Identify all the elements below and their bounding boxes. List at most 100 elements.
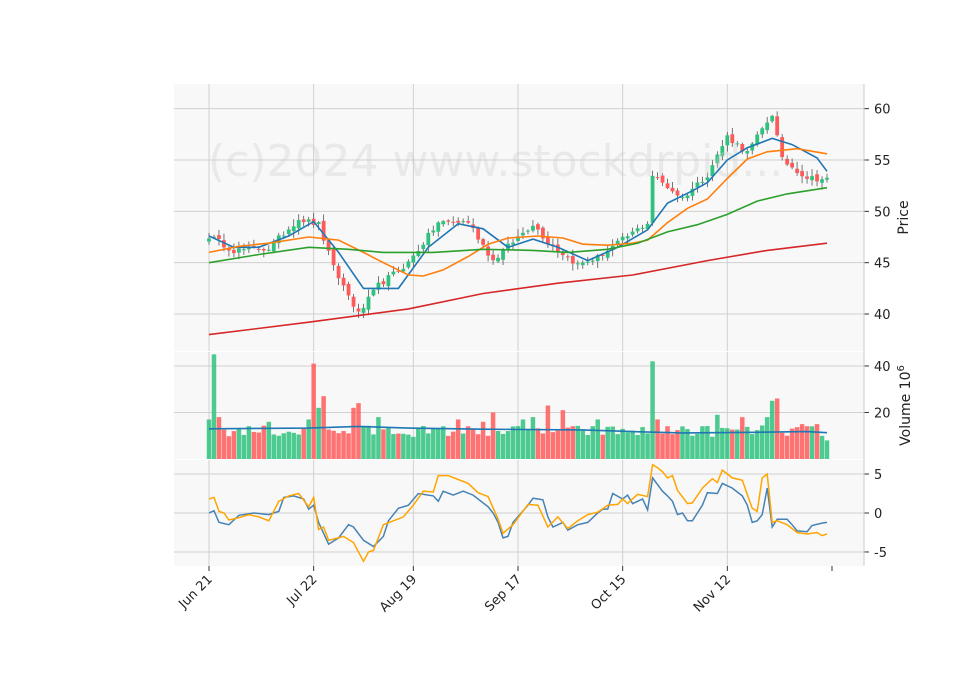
volume-bar	[809, 426, 815, 459]
candle-body	[790, 162, 795, 168]
volume-bar	[221, 429, 227, 459]
candle-body	[765, 122, 770, 131]
volume-bar	[336, 433, 341, 459]
candle-body	[446, 220, 451, 222]
candle-body	[426, 232, 431, 246]
oscillator-signal-line	[208, 463, 828, 563]
candle-body	[381, 281, 386, 285]
volume-bar	[326, 429, 331, 459]
volume-bar	[550, 432, 556, 459]
price-candles	[207, 111, 829, 319]
candle-body	[805, 176, 809, 179]
volume-bar	[705, 426, 710, 459]
volume-bar	[595, 419, 600, 459]
volume-bar	[316, 407, 321, 459]
volume-bar	[575, 425, 581, 459]
candle-body	[780, 137, 785, 158]
volume-bar	[356, 403, 361, 459]
volume-bar	[560, 410, 566, 459]
volume-bar	[485, 435, 491, 459]
candle-body	[476, 227, 481, 240]
volume-bar	[660, 433, 665, 459]
candle-body	[625, 236, 630, 239]
volume-bar	[371, 434, 376, 459]
y-tick-label: 40	[874, 360, 891, 375]
candle-body	[496, 257, 500, 262]
candle-body	[710, 165, 715, 177]
volume-bar	[465, 426, 471, 459]
candle-body	[715, 154, 720, 164]
volume-bar	[794, 427, 800, 459]
volume-bar	[715, 414, 720, 459]
candle-body	[217, 235, 221, 239]
volume-bar	[605, 426, 610, 459]
candle-body	[745, 151, 750, 154]
candle-body	[675, 190, 680, 196]
candle-body	[511, 242, 515, 245]
candle-body	[241, 249, 246, 251]
price-ma_mid-line	[208, 147, 828, 277]
volume-bar	[520, 419, 526, 459]
volume-bar	[824, 440, 830, 459]
volume-bar	[236, 428, 242, 459]
volume-bar	[416, 428, 421, 459]
y-tick-label: 50	[874, 205, 891, 220]
candle-body	[640, 227, 645, 229]
candle-body	[820, 179, 824, 183]
volume-bar	[450, 431, 456, 459]
chart-panels	[174, 84, 864, 566]
price-ma_short-line	[208, 137, 828, 290]
candle-body	[565, 256, 570, 258]
y-tick-label: 55	[874, 154, 891, 169]
volume-bar	[386, 427, 391, 459]
candle-body	[391, 271, 396, 275]
volume-bar	[735, 429, 740, 459]
candle-body	[785, 158, 790, 165]
volume-bar	[740, 417, 745, 459]
volume-bar	[535, 428, 541, 459]
volume-bar	[396, 433, 401, 459]
oscillator-macd-line	[208, 476, 828, 548]
candle-body	[795, 168, 799, 173]
candle-body	[615, 240, 620, 246]
x-tick-label: Aug 19	[377, 572, 420, 615]
candle-body	[491, 254, 495, 261]
volume-bar	[730, 429, 735, 459]
volume-bar	[710, 436, 715, 459]
candle-body	[750, 143, 755, 151]
candle-body	[695, 182, 700, 188]
candle-body	[595, 255, 600, 262]
x-tick-label: Jul 22	[283, 572, 320, 609]
volume-bar	[565, 427, 571, 459]
volume-bar	[475, 434, 481, 459]
candle-body	[316, 222, 321, 224]
candle-body	[386, 275, 391, 287]
candle-body	[660, 175, 665, 183]
candle-body	[560, 252, 565, 256]
volume-bar	[515, 426, 521, 459]
price-axis-title: Price	[896, 200, 912, 234]
candle-body	[600, 254, 605, 256]
volume-bar	[745, 426, 750, 459]
y-tick-label: 40	[874, 308, 891, 323]
volume-bar	[665, 426, 670, 459]
volume-bar	[291, 432, 296, 459]
volume-bar	[361, 426, 366, 459]
volume-bar	[640, 427, 645, 459]
candle-body	[516, 236, 520, 241]
volume-bar	[421, 425, 426, 459]
candle-body	[336, 265, 341, 279]
volume-bar	[440, 426, 446, 459]
volume-bar	[720, 427, 725, 459]
volume-bar	[216, 417, 222, 459]
candle-body	[725, 135, 730, 146]
volume-bar	[231, 431, 237, 459]
volume-bar	[311, 363, 316, 459]
volume-bar	[436, 428, 441, 459]
candle-body	[720, 146, 725, 157]
y-tick-label: -5	[874, 546, 887, 561]
candle-body	[635, 228, 640, 232]
volume-bar	[600, 434, 605, 459]
volume-bar	[500, 433, 506, 459]
